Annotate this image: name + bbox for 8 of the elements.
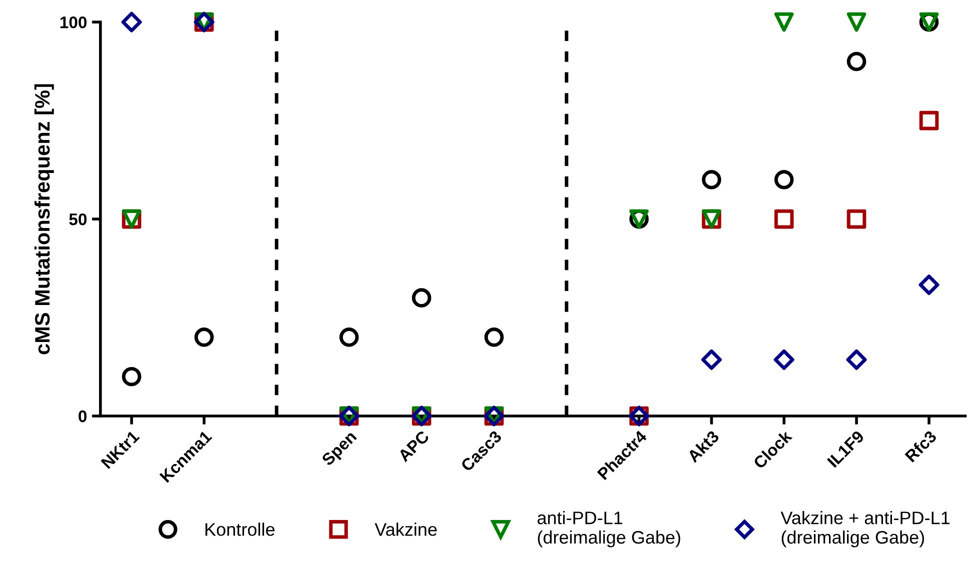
legend-label: Vakzine (374, 522, 437, 536)
legend-label: Vakzine + anti-PD-L1 (dreimalige Gabe) (780, 511, 950, 548)
y-tick-label: 100 (60, 16, 87, 28)
legend-label: anti-PD-L1 (dreimalige Gabe) (538, 511, 680, 548)
y-axis-title: cMS Mutationsfrequenz [%] (34, 84, 54, 354)
y-tick-label: 50 (69, 213, 87, 226)
y-tick-label: 0 (78, 410, 87, 422)
legend-label: Kontrolle (206, 522, 275, 536)
